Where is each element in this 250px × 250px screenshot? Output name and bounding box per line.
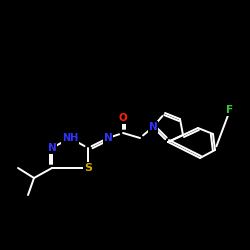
Text: S: S xyxy=(84,163,92,173)
Text: O: O xyxy=(119,113,128,123)
Text: N: N xyxy=(48,143,56,153)
Text: N: N xyxy=(104,133,112,143)
Text: F: F xyxy=(226,105,234,115)
Text: NH: NH xyxy=(62,133,78,143)
Text: N: N xyxy=(148,122,158,132)
